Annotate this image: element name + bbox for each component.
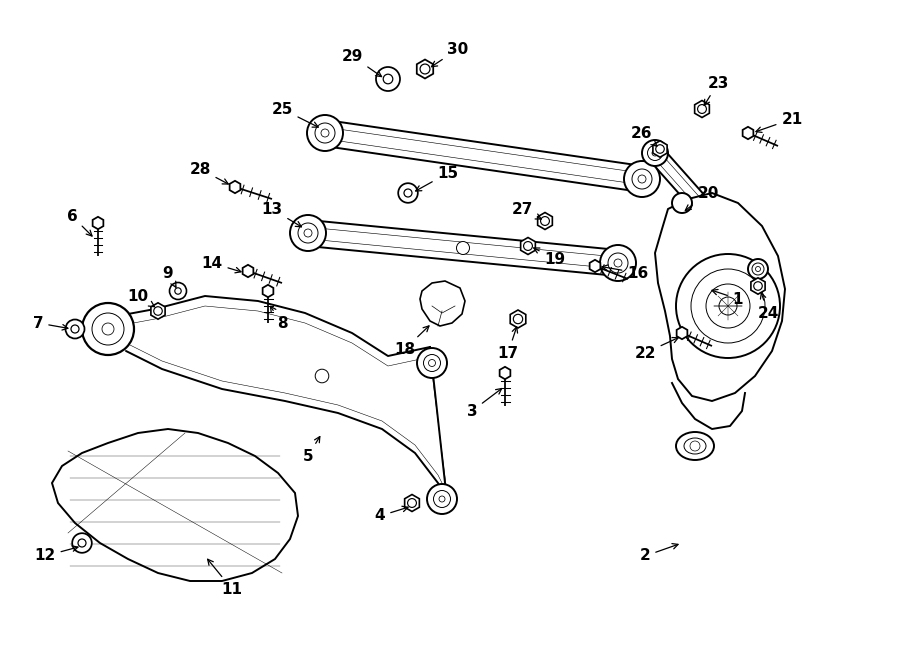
Circle shape [541,217,549,225]
Ellipse shape [676,432,714,460]
Text: 23: 23 [704,75,729,106]
Text: 27: 27 [511,202,541,219]
Text: 26: 26 [631,126,657,146]
Ellipse shape [315,123,335,143]
Circle shape [102,323,114,335]
Circle shape [456,241,470,254]
Circle shape [175,288,181,294]
Text: 8: 8 [270,307,287,330]
Ellipse shape [424,354,440,371]
Text: 30: 30 [431,42,469,67]
Ellipse shape [298,223,318,243]
Ellipse shape [427,484,457,514]
Ellipse shape [642,140,668,166]
Text: 16: 16 [602,265,649,280]
Text: 19: 19 [534,248,565,266]
Ellipse shape [92,313,124,345]
Ellipse shape [434,490,451,508]
Text: 2: 2 [640,543,678,563]
Circle shape [524,241,533,251]
Circle shape [676,254,780,358]
Circle shape [652,150,658,156]
Text: 10: 10 [128,288,155,307]
Text: 12: 12 [34,546,78,563]
Ellipse shape [307,115,343,151]
Polygon shape [52,429,298,581]
Circle shape [71,325,79,333]
Circle shape [408,498,417,508]
Ellipse shape [684,438,706,454]
Circle shape [315,369,328,383]
Polygon shape [420,281,465,326]
Ellipse shape [417,348,447,378]
Circle shape [513,315,523,324]
Circle shape [706,284,750,328]
Text: 9: 9 [163,266,176,288]
Polygon shape [655,193,785,401]
Ellipse shape [624,161,660,197]
Text: 13: 13 [261,202,302,227]
Circle shape [420,64,430,74]
Circle shape [755,266,760,272]
Text: 21: 21 [756,112,803,132]
Ellipse shape [290,215,326,251]
Circle shape [656,145,664,153]
Circle shape [383,74,392,84]
Text: 15: 15 [416,165,459,191]
Circle shape [698,104,706,114]
Circle shape [376,67,400,91]
Text: 28: 28 [189,161,229,184]
Circle shape [719,297,737,315]
Text: 5: 5 [302,436,320,463]
Circle shape [428,360,436,366]
Text: 3: 3 [467,389,501,418]
Circle shape [398,183,418,203]
Text: 18: 18 [394,326,429,356]
Circle shape [753,282,762,290]
Circle shape [78,539,86,547]
Circle shape [691,269,765,343]
Ellipse shape [647,145,662,161]
Circle shape [690,441,700,451]
Ellipse shape [600,245,636,281]
Circle shape [169,282,186,299]
Text: 7: 7 [32,315,68,330]
Ellipse shape [748,259,768,279]
Ellipse shape [608,253,628,273]
Text: 22: 22 [634,338,679,360]
Circle shape [614,259,622,267]
Circle shape [404,189,412,197]
Text: 4: 4 [374,506,408,524]
Text: 25: 25 [271,102,319,127]
Text: 11: 11 [208,559,242,596]
Ellipse shape [632,169,652,189]
Circle shape [72,533,92,553]
Text: 20: 20 [685,186,719,210]
Circle shape [321,129,329,137]
Circle shape [638,175,646,183]
Text: 24: 24 [757,293,778,321]
Circle shape [304,229,312,237]
Circle shape [154,307,162,315]
Circle shape [439,496,445,502]
Text: 14: 14 [202,256,241,273]
Ellipse shape [82,303,134,355]
Ellipse shape [752,263,764,275]
Circle shape [672,193,692,213]
Text: 29: 29 [341,48,382,77]
Text: 17: 17 [498,327,518,360]
Circle shape [66,319,85,338]
Text: 6: 6 [67,208,92,236]
Text: 1: 1 [712,290,743,307]
